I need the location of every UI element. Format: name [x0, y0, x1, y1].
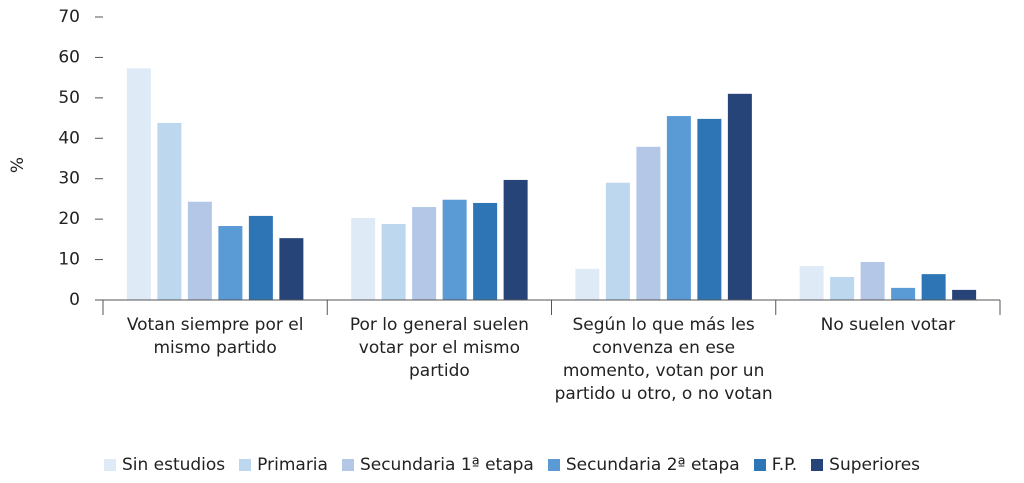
y-tick-label: 40 [58, 128, 80, 148]
bar [575, 268, 600, 300]
x-tick-label: Por lo general suelen votar por el mismo… [349, 315, 529, 381]
legend-item: Secundaria 2ª etapa [547, 455, 740, 475]
x-tick-label: Según lo que más les convenza en ese mom… [554, 315, 773, 404]
bar [605, 182, 630, 300]
legend-swatch [239, 459, 252, 471]
y-tick-label: 60 [58, 47, 80, 67]
legend-swatch [753, 459, 766, 471]
bar [279, 238, 304, 300]
legend-swatch [103, 459, 116, 471]
legend-item: Superiores [811, 455, 920, 475]
legend-item: Primaria [239, 455, 328, 475]
legend-item: Sin estudios [103, 455, 226, 475]
bar [503, 179, 528, 300]
bar [891, 287, 916, 300]
y-tick-label: 10 [58, 250, 80, 270]
bar [636, 146, 661, 300]
bar [666, 116, 691, 300]
legend-label: Sin estudios [121, 455, 226, 475]
y-axis-label: % [8, 157, 28, 173]
y-tick-label: 70 [58, 7, 80, 27]
legend-item: Secundaria 1ª etapa [341, 455, 534, 475]
bar [218, 226, 243, 300]
bar [381, 223, 406, 300]
bar [126, 68, 151, 300]
legend-swatch [811, 459, 824, 471]
legend-label: Secundaria 2ª etapa [565, 455, 740, 475]
legend-label: F.P. [771, 455, 798, 475]
bar [921, 274, 946, 300]
legend-label: Superiores [829, 455, 921, 475]
bar [727, 93, 752, 300]
bar [952, 289, 977, 300]
legend: Sin estudios Primaria Secundaria 1ª etapa S… [0, 455, 1024, 475]
y-tick-label: 30 [58, 169, 80, 189]
y-tick-label: 0 [69, 290, 80, 310]
y-tick-label: 50 [58, 88, 80, 108]
bar [412, 207, 437, 300]
bar [248, 215, 273, 300]
legend-swatch [341, 459, 354, 471]
bar [697, 118, 722, 300]
legend-label: Secundaria 1ª etapa [359, 455, 534, 475]
bar [799, 266, 824, 300]
bar [351, 217, 376, 300]
x-tick-label: Votan siempre por el mismo partido [126, 315, 304, 358]
bar [860, 261, 885, 300]
bar [442, 199, 467, 300]
x-tick-label: No suelen votar [820, 315, 956, 335]
y-tick-label: 20 [58, 209, 80, 229]
legend-swatch [547, 459, 560, 471]
bar [187, 201, 212, 300]
legend-item: F.P. [753, 455, 798, 475]
legend-label: Primaria [257, 455, 328, 475]
bar [157, 122, 182, 301]
bar [473, 202, 498, 300]
bar [830, 276, 855, 300]
